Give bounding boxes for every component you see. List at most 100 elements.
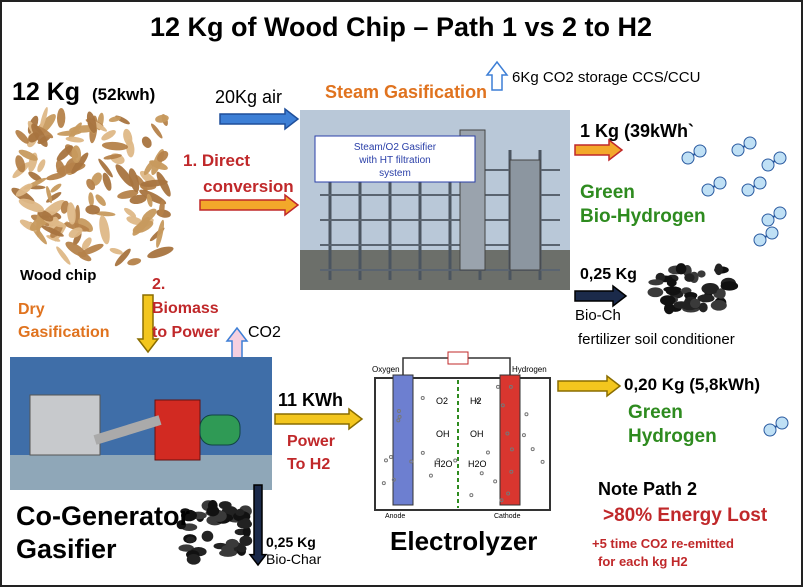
wood-chip (101, 130, 116, 141)
wood-chip (128, 168, 140, 193)
bubble (453, 458, 458, 463)
bubble (388, 454, 393, 459)
note-co2: for each kg H2 (598, 554, 688, 569)
arrow (485, 60, 509, 91)
wood-chip (37, 209, 54, 222)
biochar (684, 273, 695, 282)
el-label: Oxygen (372, 365, 400, 374)
biochar (673, 301, 689, 309)
bubble (383, 458, 388, 463)
bubble (500, 403, 505, 408)
h2-atom (743, 136, 757, 150)
bubble (397, 414, 402, 419)
cogen-pipe (93, 415, 162, 445)
path2-label: Biomass (152, 300, 219, 317)
wood-chip (15, 183, 33, 197)
labels: 12 Kg of Wood Chip – Path 1 vs 2 to H2 1… (12, 12, 768, 569)
char-use: fertilizer soil conditioner (578, 331, 735, 348)
wood-chip (124, 207, 137, 218)
electrolyzer-title: Electrolyzer (390, 526, 537, 556)
gasifier-box (314, 135, 476, 183)
h2-label: Green (580, 182, 635, 203)
path1-label: conversion (203, 177, 294, 196)
h2-atom (701, 183, 715, 197)
biochar (663, 286, 682, 293)
biochar (720, 281, 739, 291)
h2-atom (741, 183, 755, 197)
wood-chip (41, 225, 64, 237)
co2-storage: 6Kg CO2 storage CCS/CCU (512, 69, 700, 86)
wood-chip (68, 227, 83, 238)
bubble (509, 469, 514, 474)
h2-label2: Green (628, 402, 683, 423)
bubble (396, 418, 401, 423)
wood-chip (155, 114, 169, 123)
path2-label: 2. (152, 276, 165, 293)
path2-label: to Power (152, 324, 220, 341)
biochar (186, 554, 201, 565)
biochar (710, 300, 727, 311)
bubble (475, 398, 480, 403)
wood-chip (46, 235, 61, 242)
biochar (716, 288, 726, 299)
wood-chip (114, 248, 131, 267)
bubble (391, 477, 396, 482)
biochar (176, 520, 187, 530)
h2-atom (773, 206, 787, 220)
bubble (420, 395, 425, 400)
bubble (396, 408, 401, 413)
bubble (495, 384, 500, 389)
el-label: OH (436, 429, 450, 439)
bubble (524, 412, 529, 417)
bubble (409, 459, 414, 464)
el-label: OH (470, 429, 484, 439)
process2: Gasification (18, 324, 110, 341)
el-label: O2 (436, 396, 448, 406)
h2-atom (731, 143, 745, 157)
biochar (660, 295, 676, 306)
wood-chip (94, 211, 116, 217)
wood-chip (77, 218, 93, 233)
biochar (237, 544, 247, 553)
biochar (697, 294, 715, 303)
wood-chip (86, 111, 97, 134)
wood-chip (140, 179, 168, 187)
wood-chip (126, 216, 143, 226)
biochar (714, 263, 723, 276)
wood-chip (99, 215, 110, 245)
el-label: Cathode (494, 513, 521, 520)
wood-chip (126, 139, 135, 158)
note-loss: >80% Energy Lost (603, 505, 768, 526)
arrow (136, 294, 160, 354)
wood-chip (50, 183, 62, 193)
gasifier-box: Steam/O2 Gasifier (354, 142, 437, 153)
h2-atom (761, 158, 775, 172)
biochar (239, 535, 253, 546)
wood-chip (159, 200, 165, 217)
wood-chip (139, 189, 167, 205)
h2-label: Bio-Hydrogen (580, 206, 706, 227)
wood-chip (71, 145, 82, 164)
wood-chip (127, 258, 142, 266)
wood-chip (81, 243, 104, 256)
biochar (697, 270, 706, 278)
wood-chip (156, 219, 165, 248)
h2-amount2: 0,20 Kg (5,8kWh) (624, 375, 760, 394)
wood-chip (60, 200, 69, 214)
el-label: H2O (468, 459, 487, 469)
biochar (242, 526, 251, 538)
h2-atom (753, 176, 767, 190)
wood-chip (98, 158, 113, 178)
bubble (499, 498, 504, 503)
process1: Steam Gasification (325, 82, 487, 102)
bubble (428, 473, 433, 478)
wood-chip (67, 202, 76, 225)
wood-chip (132, 216, 150, 236)
wood-chip (115, 164, 134, 187)
h2-label2: Hydrogen (628, 426, 717, 447)
arrow (219, 107, 300, 131)
bubble (506, 491, 511, 496)
h2-atom (681, 151, 695, 165)
wood-chip (129, 194, 147, 205)
